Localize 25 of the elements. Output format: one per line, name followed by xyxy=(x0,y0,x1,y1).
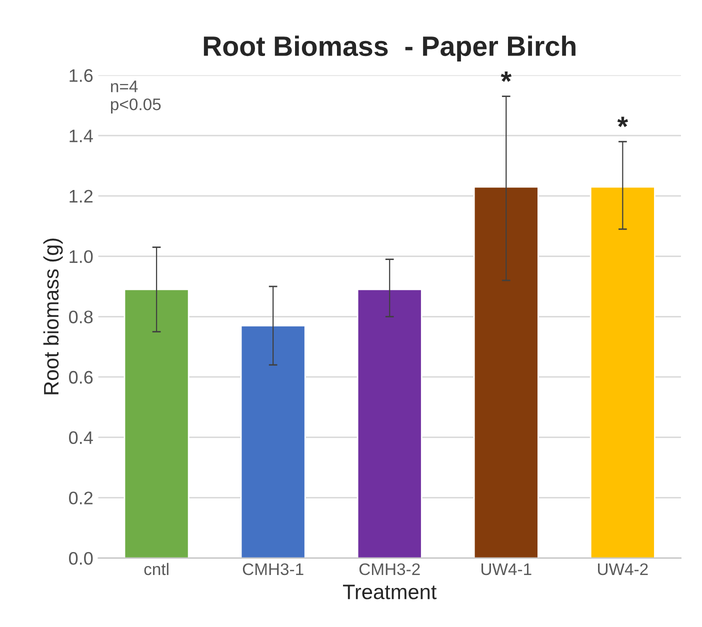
bar xyxy=(473,186,539,558)
y-tick-label: 0.6 xyxy=(69,370,93,384)
y-tick-label: 0.2 xyxy=(69,492,93,504)
y-tick-label: 1.4 xyxy=(70,130,93,142)
annotation: * xyxy=(500,71,512,82)
x-axis-title: Treatment xyxy=(343,584,437,600)
bar xyxy=(124,288,190,558)
x-tick-label: cntl xyxy=(144,562,168,576)
annotation: * xyxy=(617,116,628,128)
bar xyxy=(240,324,306,558)
x-tick-label: UW4-2 xyxy=(598,563,648,576)
y-tick-label: 1.2 xyxy=(70,190,93,202)
chart-title: Root Biomass - Paper Birch xyxy=(204,36,576,62)
bar xyxy=(590,186,656,558)
y-tick-label: 1.0 xyxy=(70,250,93,264)
x-tick-label: CMH3-1 xyxy=(242,563,304,576)
bar xyxy=(356,288,422,558)
y-tick-label: 0.0 xyxy=(69,552,93,565)
y-tick-label: 0.4 xyxy=(69,431,93,444)
y-axis-title: Root biomass (g) xyxy=(43,238,63,394)
y-tick-label: 1.6 xyxy=(70,69,93,82)
y-tick-label: 0.8 xyxy=(69,310,93,324)
x-tick-label: CMH3-2 xyxy=(359,563,420,576)
x-tick-label: UW4-1 xyxy=(482,564,532,576)
annotation: n=4 p<0.05 xyxy=(111,80,161,114)
